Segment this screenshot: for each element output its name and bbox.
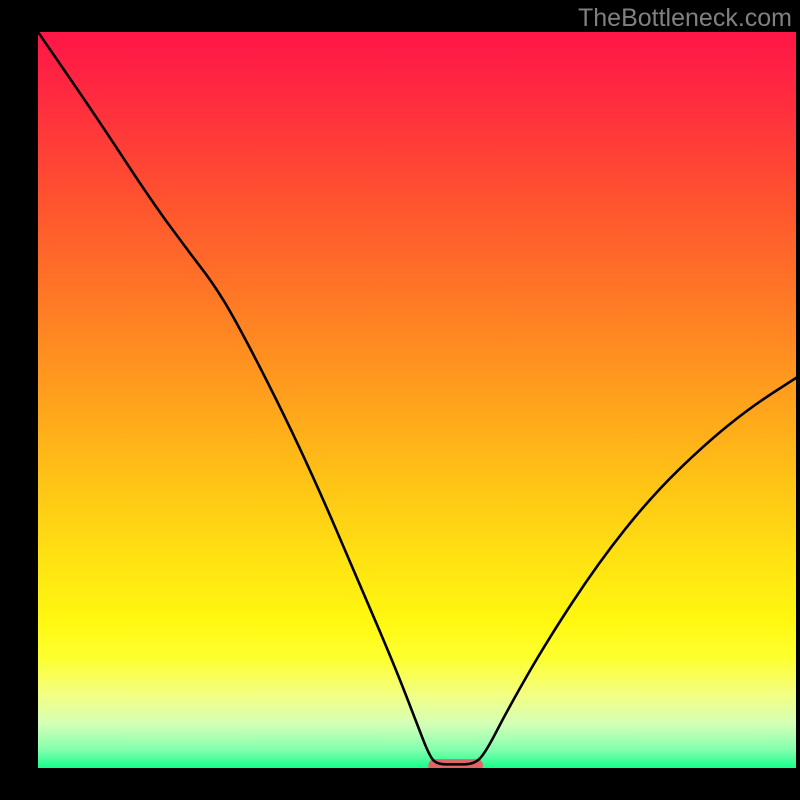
chart-background (38, 32, 796, 768)
chart-svg (38, 32, 796, 768)
watermark-text: TheBottleneck.com (578, 4, 792, 33)
plot-area (38, 32, 796, 768)
chart-container: TheBottleneck.com (0, 0, 800, 800)
